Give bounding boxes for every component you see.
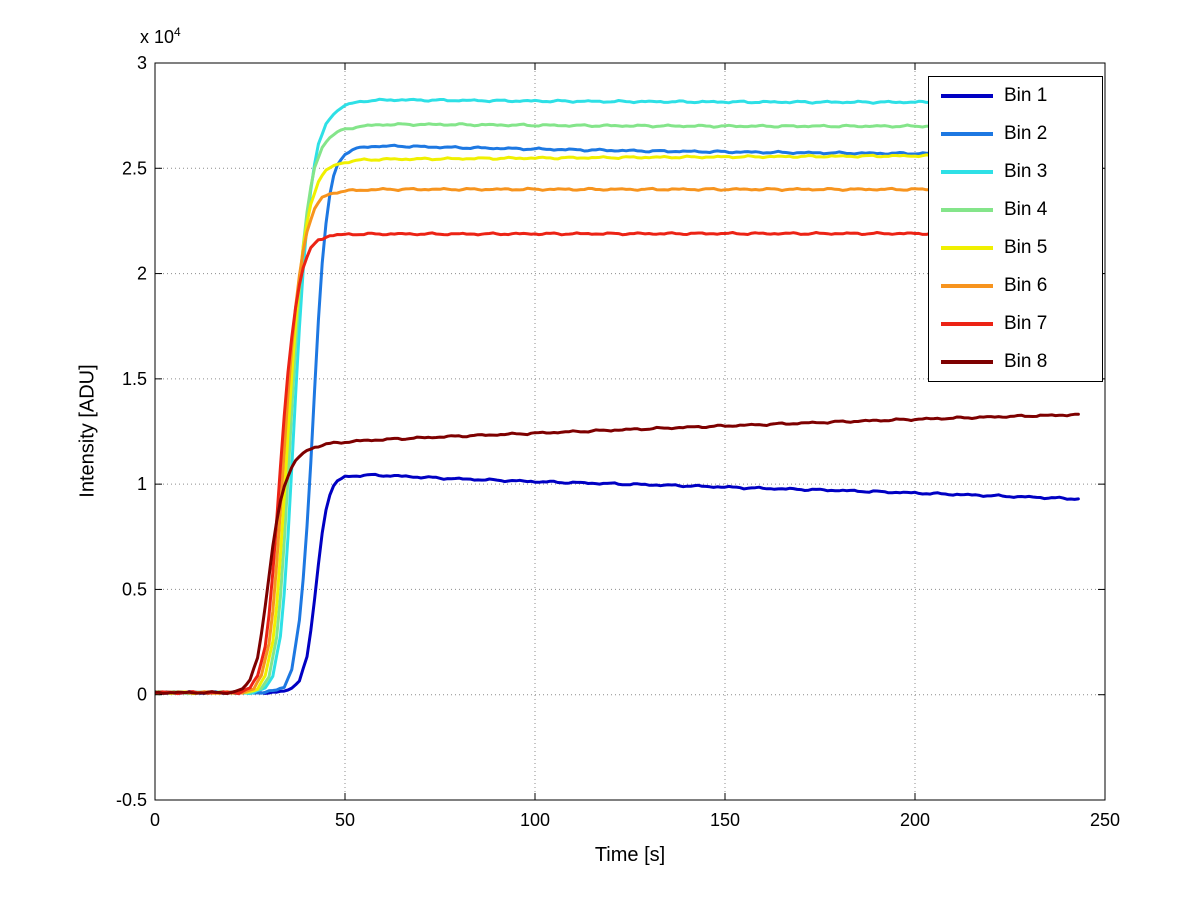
- legend-label: Bin 8: [1004, 351, 1048, 372]
- y-axis-multiplier-exponent: 4: [174, 25, 181, 39]
- x-tick-label: 0: [150, 810, 160, 830]
- x-tick-label: 100: [520, 810, 550, 830]
- x-tick-label: 50: [335, 810, 355, 830]
- y-tick-label: 0: [137, 685, 147, 705]
- x-axis-label: Time [s]: [594, 844, 666, 866]
- legend-item-bin-3: Bin 3: [929, 153, 1102, 191]
- legend-swatch: [941, 94, 993, 98]
- series-group: [155, 97, 1080, 696]
- series-bin-6: [155, 186, 947, 696]
- legend-label: Bin 3: [1004, 161, 1048, 182]
- series-bin-2: [155, 143, 947, 695]
- tick-labels: 0 50 100 150 200 250-0.500.511.522.53: [116, 53, 1120, 830]
- y-tick-label: 1.5: [122, 369, 147, 389]
- legend-label: Bin 5: [1004, 237, 1048, 258]
- y-tick-label: 1: [137, 474, 147, 494]
- y-tick-label: 0.5: [122, 579, 147, 599]
- y-tick-label: 3: [137, 53, 147, 73]
- legend-label: Bin 6: [1004, 275, 1048, 296]
- x-tick-label: 250: [1090, 810, 1120, 830]
- x-tick-label: 150: [710, 810, 740, 830]
- legend-item-bin-4: Bin 4: [929, 191, 1102, 229]
- legend-swatch: [941, 246, 993, 250]
- series-bin-1: [155, 472, 1080, 695]
- legend-label: Bin 1: [1004, 85, 1048, 106]
- tick-marks: [154, 62, 1106, 801]
- legend-item-bin-5: Bin 5: [929, 229, 1102, 267]
- y-tick-label: 2: [137, 264, 147, 284]
- legend-item-bin-6: Bin 6: [929, 267, 1102, 305]
- series-bin-5: [155, 153, 947, 696]
- legend-label: Bin 4: [1004, 199, 1048, 220]
- series-bin-4: [155, 122, 947, 695]
- legend-item-bin-2: Bin 2: [929, 115, 1102, 153]
- legend-swatch: [941, 360, 993, 364]
- y-tick-label: -0.5: [116, 790, 147, 810]
- legend-label: Bin 7: [1004, 313, 1048, 334]
- legend-item-bin-8: Bin 8: [929, 343, 1102, 381]
- legend: Bin 1 Bin 2 Bin 3 Bin 4 Bin 5 Bin 6 Bin 7 Bin 8: [928, 76, 1103, 382]
- series-bin-3: [155, 97, 947, 696]
- y-axis-multiplier-base: x 10: [140, 27, 175, 47]
- legend-item-bin-1: Bin 1: [929, 77, 1102, 115]
- series-bin-7: [155, 231, 947, 696]
- legend-swatch: [941, 284, 993, 288]
- y-axis-label: Intensity [ADU]: [76, 364, 99, 498]
- legend-item-bin-7: Bin 7: [929, 305, 1102, 343]
- y-tick-label: 2.5: [122, 158, 147, 178]
- axes-box: [154, 62, 1106, 801]
- legend-swatch: [941, 132, 993, 136]
- x-tick-label: 200: [900, 810, 930, 830]
- y-axis-multiplier: x 104: [140, 25, 181, 48]
- legend-label: Bin 2: [1004, 123, 1048, 144]
- series-bin-8: [155, 412, 1080, 695]
- legend-swatch: [941, 170, 993, 174]
- legend-swatch: [941, 322, 993, 326]
- legend-swatch: [941, 208, 993, 212]
